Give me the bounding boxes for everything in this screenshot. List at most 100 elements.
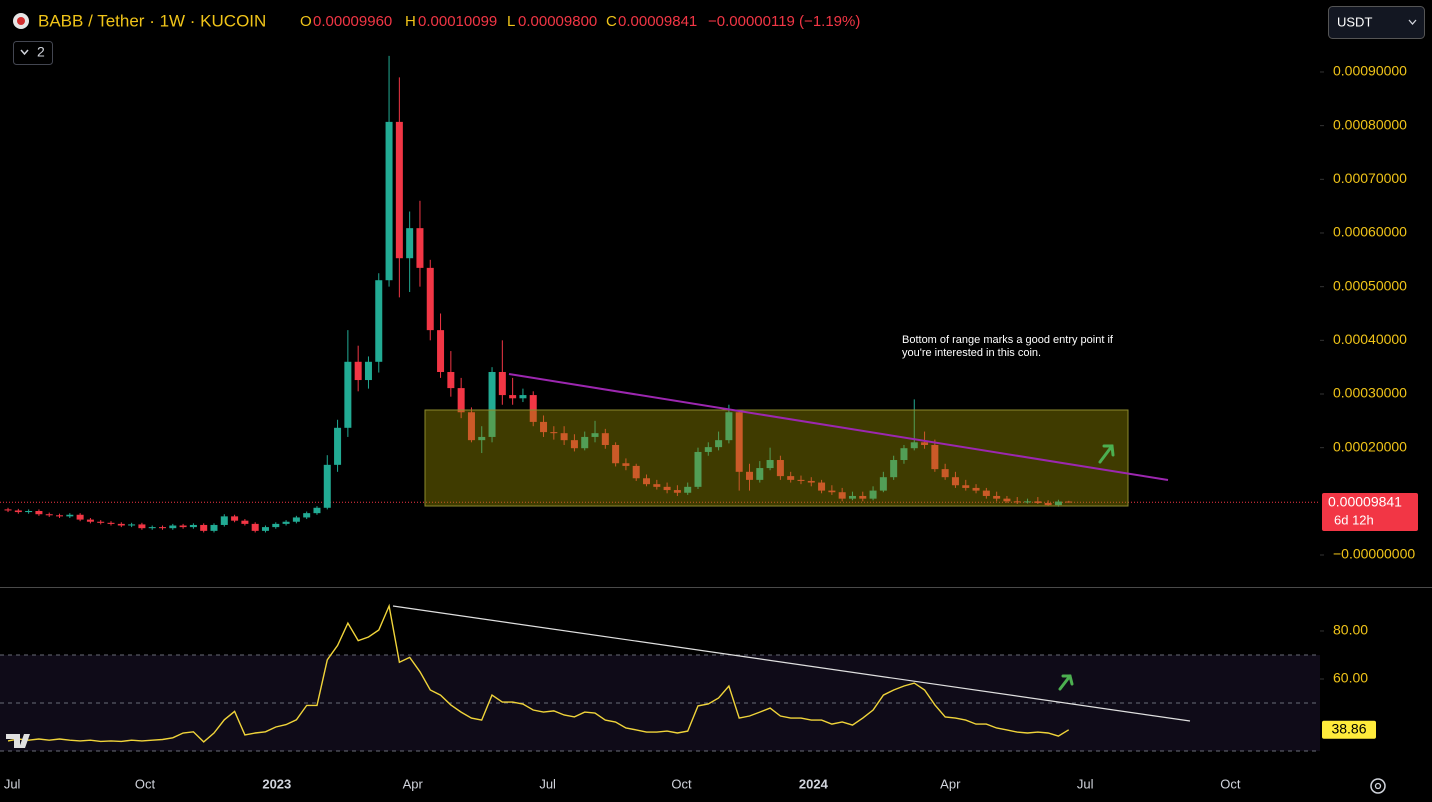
candle-body xyxy=(303,513,311,518)
candle-body xyxy=(467,412,475,441)
candle-body xyxy=(179,525,187,528)
candle-body xyxy=(1065,501,1073,503)
candle-body xyxy=(1034,501,1042,503)
symbol-title[interactable]: BABB / Tether · 1W · KUCOIN xyxy=(38,11,266,30)
chevron xyxy=(1408,19,1417,25)
candle-body xyxy=(488,371,496,437)
settings-icon[interactable] xyxy=(1370,778,1386,794)
candle-body xyxy=(1044,502,1052,506)
candle-body xyxy=(334,427,342,465)
x-tick-label: 2023 xyxy=(262,776,291,791)
y-tick-label: 0.00050000 xyxy=(1333,277,1407,293)
candle-body xyxy=(375,280,383,362)
ohlc-key: H xyxy=(405,13,416,30)
candle-body xyxy=(972,487,980,491)
candle-body xyxy=(200,524,208,531)
y-tick-label: 0.00040000 xyxy=(1333,331,1407,347)
indicators-toggle[interactable] xyxy=(13,41,53,65)
symbol-logo xyxy=(17,17,25,25)
candle-body xyxy=(364,361,372,381)
currency-label: USDT xyxy=(1337,14,1372,29)
change: −0.00000119 (−1.19%) xyxy=(708,13,860,30)
x-tick-label: Oct xyxy=(671,776,692,791)
candle-body xyxy=(395,121,403,259)
trend-line xyxy=(508,373,1169,481)
candle-body xyxy=(540,421,548,433)
candle-body xyxy=(632,465,640,479)
candle-body xyxy=(210,524,218,531)
candle-body xyxy=(45,514,53,516)
last-price-box xyxy=(1322,493,1418,531)
y-tick-label: 80.00 xyxy=(1333,622,1368,638)
candle-body xyxy=(1003,498,1011,502)
x-tick-label: Apr xyxy=(403,776,424,791)
rsi-band xyxy=(0,654,1320,752)
candle-body xyxy=(951,477,959,486)
candle-body xyxy=(818,482,826,491)
rsi-value: 38.86 xyxy=(1331,720,1366,736)
ohlc-key: L xyxy=(507,13,515,30)
indicators-count: 2 xyxy=(37,44,45,60)
rsi-line xyxy=(7,603,1070,743)
drawings: Bottom of range marks a good entry point… xyxy=(392,334,1191,722)
candle-body xyxy=(601,433,609,445)
y-tick-label: 0.00030000 xyxy=(1333,385,1407,401)
annotation: Bottom of range marks a good entry point… xyxy=(902,334,1114,346)
candle-body xyxy=(14,510,22,513)
ohlc-value: 0.00009800 xyxy=(518,13,597,30)
candle-body xyxy=(447,371,455,389)
candle-body xyxy=(261,527,269,531)
candle-body xyxy=(673,490,681,493)
candle-body xyxy=(4,509,12,511)
candle-body xyxy=(385,121,393,281)
candle-body xyxy=(1013,501,1021,503)
candle-body xyxy=(76,514,84,520)
x-tick-label: Oct xyxy=(135,776,156,791)
candle-body xyxy=(982,490,990,496)
candle-body xyxy=(570,440,578,449)
candle-body xyxy=(241,520,249,524)
candle-body xyxy=(272,523,280,528)
candle-body xyxy=(921,442,929,445)
candle-body xyxy=(715,440,723,448)
candle-body xyxy=(900,448,908,461)
under-layer xyxy=(0,71,1324,752)
candle-body xyxy=(1024,501,1032,503)
currency-select[interactable] xyxy=(1328,6,1425,39)
candle-body xyxy=(97,521,105,523)
candle-body xyxy=(148,527,156,529)
candle-body xyxy=(478,436,486,441)
candle-body xyxy=(1054,501,1062,506)
arrow xyxy=(1098,444,1115,464)
candle-body xyxy=(313,507,321,514)
candle-body xyxy=(519,395,527,399)
candle-body xyxy=(993,495,1001,499)
arrow xyxy=(1058,674,1074,691)
y-tick-label: 0.00080000 xyxy=(1333,116,1407,132)
candle-body xyxy=(25,511,33,513)
candle-body xyxy=(550,432,558,434)
candle-body xyxy=(745,471,753,480)
candle-body xyxy=(66,514,74,517)
candle-body xyxy=(251,523,259,531)
candle-body xyxy=(406,228,414,259)
candle-body xyxy=(344,361,352,428)
candles xyxy=(4,55,1073,743)
candle-body xyxy=(879,477,887,491)
candle-body xyxy=(437,330,445,372)
x-tick-label: Jul xyxy=(539,776,556,791)
candle-body xyxy=(220,516,228,525)
candle-body xyxy=(725,412,733,441)
candle-body xyxy=(107,522,115,524)
candle-body xyxy=(684,486,692,493)
ohlc-value: 0.00009841 xyxy=(618,13,697,30)
candle-body xyxy=(56,515,64,517)
candle-body xyxy=(766,460,774,469)
ohlc-key: O xyxy=(300,13,312,30)
candle-body xyxy=(622,463,630,466)
candle-body xyxy=(643,478,651,485)
candle-body xyxy=(931,444,939,470)
candle-body xyxy=(704,447,712,452)
